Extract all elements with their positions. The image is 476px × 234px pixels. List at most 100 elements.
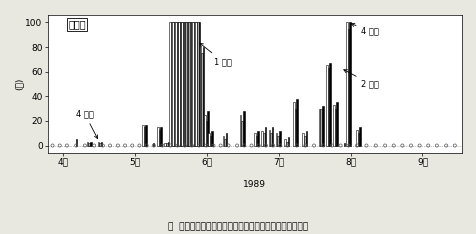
- Point: [106, 144, 114, 147]
- Bar: [284, 139, 286, 146]
- Bar: [185, 22, 187, 146]
- Bar: [343, 143, 345, 146]
- Bar: [178, 22, 179, 146]
- Bar: [171, 22, 172, 146]
- Point: [202, 144, 209, 147]
- Point: [415, 144, 423, 147]
- Bar: [326, 66, 327, 146]
- Point: [254, 144, 262, 147]
- Text: 図  小貝川河川水中でのヌカエビ死亡率（％）の季節変化: 図 小貝川河川水中でのヌカエビ死亡率（％）の季節変化: [168, 223, 308, 232]
- Bar: [177, 22, 178, 146]
- Bar: [346, 22, 347, 146]
- Point: [441, 144, 449, 147]
- Point: [56, 144, 63, 147]
- Text: 2 日後: 2 日後: [343, 70, 378, 88]
- Bar: [292, 102, 294, 146]
- Point: [276, 144, 284, 147]
- Point: [371, 144, 379, 147]
- Point: [49, 144, 56, 147]
- Bar: [145, 124, 147, 146]
- Point: [209, 144, 217, 147]
- Bar: [169, 22, 171, 146]
- Bar: [99, 143, 100, 146]
- Point: [159, 144, 166, 147]
- Bar: [189, 22, 191, 146]
- Bar: [333, 105, 334, 146]
- Text: 1989: 1989: [243, 180, 266, 190]
- Bar: [328, 63, 330, 146]
- Point: [292, 144, 300, 147]
- Point: [99, 144, 107, 147]
- Bar: [261, 131, 262, 146]
- Point: [217, 144, 224, 147]
- Bar: [211, 131, 213, 146]
- Bar: [262, 133, 264, 146]
- Bar: [334, 109, 336, 146]
- Bar: [179, 22, 181, 146]
- Bar: [336, 102, 337, 146]
- Bar: [275, 133, 277, 146]
- Bar: [189, 22, 191, 146]
- Bar: [191, 22, 192, 146]
- Point: [142, 144, 150, 147]
- Bar: [239, 115, 241, 146]
- Point: [432, 144, 440, 147]
- Bar: [348, 22, 350, 146]
- Bar: [241, 121, 243, 146]
- Bar: [277, 136, 278, 146]
- Point: [362, 144, 369, 147]
- Bar: [182, 22, 184, 146]
- Bar: [294, 109, 296, 146]
- Bar: [202, 47, 204, 146]
- Point: [283, 144, 291, 147]
- Point: [261, 144, 269, 147]
- Bar: [172, 22, 174, 146]
- Point: [407, 144, 414, 147]
- Bar: [187, 22, 188, 146]
- Bar: [174, 22, 175, 146]
- Bar: [269, 133, 271, 146]
- Bar: [142, 124, 143, 146]
- Bar: [90, 142, 91, 146]
- Point: [327, 144, 335, 147]
- Point: [135, 144, 143, 147]
- Bar: [286, 142, 287, 146]
- Bar: [76, 139, 77, 146]
- Text: 小貝川: 小貝川: [68, 19, 86, 29]
- Point: [188, 144, 195, 147]
- Bar: [159, 129, 160, 146]
- Bar: [254, 133, 255, 146]
- Bar: [296, 99, 297, 146]
- Bar: [167, 142, 169, 146]
- Bar: [224, 139, 225, 146]
- Text: 4 日後: 4 日後: [76, 110, 97, 139]
- Bar: [197, 22, 198, 146]
- Bar: [195, 22, 197, 146]
- Point: [247, 144, 255, 147]
- Point: [398, 144, 406, 147]
- Bar: [205, 121, 207, 146]
- Bar: [152, 143, 154, 146]
- Bar: [302, 133, 303, 146]
- Point: [90, 144, 98, 147]
- Bar: [201, 53, 202, 146]
- Bar: [358, 127, 360, 146]
- Bar: [178, 22, 179, 146]
- Point: [309, 144, 317, 147]
- Bar: [255, 136, 257, 146]
- Bar: [192, 22, 194, 146]
- Bar: [143, 127, 145, 146]
- Text: 1 日後: 1 日後: [199, 43, 231, 66]
- Point: [268, 144, 276, 147]
- Point: [424, 144, 431, 147]
- Point: [389, 144, 397, 147]
- Bar: [186, 22, 188, 146]
- Point: [353, 144, 360, 147]
- Bar: [198, 22, 199, 146]
- Point: [336, 144, 344, 147]
- Bar: [305, 131, 307, 146]
- Bar: [257, 131, 258, 146]
- Bar: [195, 22, 197, 146]
- Point: [180, 144, 188, 147]
- Point: [149, 144, 157, 147]
